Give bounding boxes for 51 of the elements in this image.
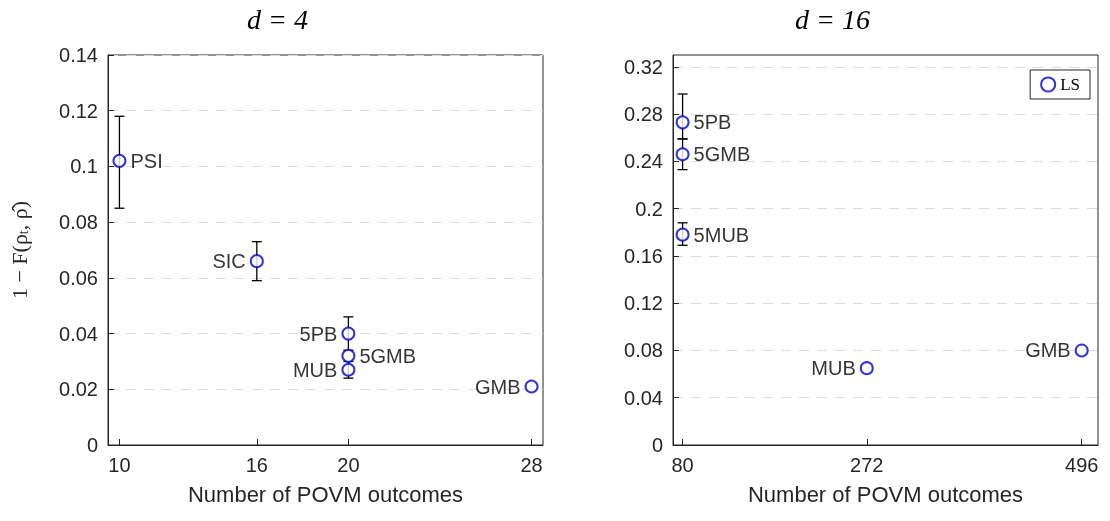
annotation: PSI (130, 149, 163, 172)
y-tick-label: 0.12 (59, 99, 98, 122)
point (524, 379, 539, 394)
y-tick-label: 0.04 (624, 386, 663, 409)
annotation: MUB (811, 357, 856, 380)
point (341, 326, 356, 341)
x-tick-label: 80 (671, 454, 694, 476)
chart-title: d = 4 (247, 3, 308, 35)
chart-title: d = 16 (795, 3, 870, 35)
annotation: SIC (212, 250, 246, 273)
x-tick-label: 28 (520, 454, 543, 476)
y-tick-label: 0.12 (624, 292, 663, 315)
y-tick-label: 0 (651, 434, 663, 456)
y-tick-label: 0.2 (635, 197, 663, 220)
x-axis-title: Number of POVM outcomes (747, 481, 1024, 507)
y-tick-label: 0.24 (624, 150, 663, 173)
annotation: 5PB (693, 111, 732, 134)
annotation: MUB (292, 358, 338, 381)
point (249, 254, 264, 269)
y-tick-label: 0.06 (59, 266, 98, 289)
point (675, 227, 690, 242)
point (675, 147, 690, 162)
y-tick-label: 0.16 (624, 244, 663, 267)
annotation: GMB (474, 375, 521, 398)
point (675, 115, 690, 130)
y-tick-label: 0.04 (59, 322, 98, 345)
x-tick-label: 20 (337, 454, 360, 476)
x-axis-title: Number of POVM outcomes (187, 481, 464, 507)
x-tick-label: 10 (108, 454, 131, 476)
annotation: GMB (1025, 339, 1071, 362)
y-tick-label: 0 (86, 434, 98, 456)
y-tick-label: 0.1 (70, 155, 98, 178)
y-axis-title: 1 − F(ρt, ρ̂) (6, 200, 32, 300)
y-tick-label: 0.28 (624, 103, 663, 126)
y-tick-label: 0.14 (59, 44, 98, 66)
legend-label: LS (1060, 75, 1080, 94)
point (859, 361, 874, 376)
annotation: 5MUB (693, 223, 750, 246)
annotation: 5GMB (359, 344, 417, 367)
point (112, 153, 127, 168)
y-tick-label: 0.08 (624, 339, 663, 362)
y-tick-label: 0.02 (59, 378, 98, 401)
annotation: 5PB (299, 322, 338, 345)
point (1074, 343, 1089, 358)
y-tick-label: 0.32 (624, 55, 663, 78)
point (341, 348, 356, 363)
y-tick-label: 0.08 (59, 211, 98, 234)
x-tick-label: 16 (245, 454, 268, 476)
x-tick-label: 496 (1065, 454, 1099, 476)
x-tick-label: 272 (850, 454, 884, 476)
annotation: 5GMB (693, 143, 751, 166)
